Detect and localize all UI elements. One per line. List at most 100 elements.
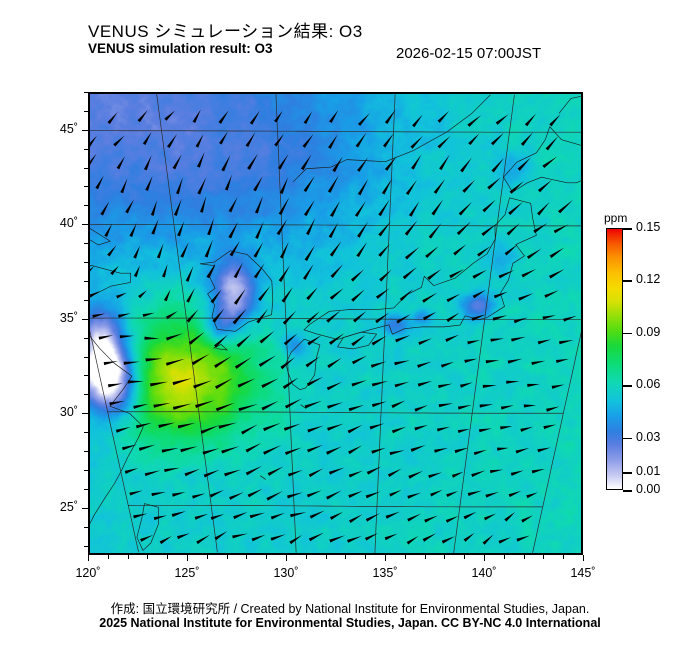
wind-vector-arrow — [283, 333, 298, 346]
lat-label: 25˚ — [59, 499, 78, 514]
wind-vector-arrow — [118, 313, 131, 318]
wind-vector-arrow — [224, 469, 242, 477]
wind-vector-arrow — [218, 422, 238, 429]
wind-vector-arrow — [279, 177, 289, 195]
wind-vector-arrow — [303, 111, 313, 125]
wind-vector-arrow — [221, 154, 231, 172]
wind-vector-arrow — [253, 176, 263, 192]
lat-tick-minor — [84, 356, 88, 358]
wind-vector-arrow — [326, 310, 341, 323]
coastline — [292, 94, 491, 183]
wind-vector-arrow — [263, 445, 282, 455]
wind-vector-arrow — [365, 513, 381, 522]
lon-tick-major — [484, 555, 485, 561]
wind-vector-arrow — [133, 265, 140, 278]
wind-vector-arrow — [110, 265, 119, 276]
wind-vector-arrow — [471, 314, 486, 321]
wind-vector-arrow — [119, 335, 135, 339]
lon-tick-minor — [226, 555, 228, 559]
wind-vector-arrow — [357, 157, 369, 172]
wind-vector-arrow — [414, 425, 428, 431]
wind-vector-arrow — [526, 248, 542, 260]
colorbar-tick-label: 0.09 — [636, 324, 661, 339]
wind-vector-arrow — [151, 491, 166, 497]
lat-tick-minor — [84, 205, 88, 207]
lon-tick-minor — [365, 555, 367, 559]
wind-vector-arrow — [304, 244, 316, 262]
wind-vector-arrow — [454, 447, 469, 454]
colorbar-tick — [623, 472, 632, 474]
coastline — [136, 503, 159, 551]
coastline — [90, 228, 144, 525]
wind-vector-arrow — [329, 511, 344, 520]
lon-label: 145˚ — [570, 566, 596, 580]
wind-vector-arrow — [453, 244, 467, 256]
wind-vector-arrow — [256, 308, 268, 324]
wind-vector-arrow — [417, 380, 433, 387]
wind-vector-arrow — [487, 177, 501, 190]
wind-vector-arrow — [229, 492, 244, 500]
wind-vector-arrow — [180, 446, 198, 453]
wind-vector-arrow — [221, 446, 240, 454]
graticule-meridian — [156, 94, 218, 553]
wind-vector-arrow — [229, 240, 240, 257]
wind-vector-arrow — [389, 450, 405, 456]
wind-vector-arrow — [233, 512, 248, 520]
wind-vector-arrow — [411, 154, 422, 170]
wind-vector-arrow — [261, 400, 279, 411]
graticule-parallel — [128, 505, 543, 508]
wind-vector-arrow — [351, 380, 367, 387]
wind-vector-arrow — [307, 335, 322, 346]
wind-vector-arrow — [490, 132, 504, 146]
wind-vector-arrow — [145, 175, 153, 191]
wind-vector-arrow — [326, 490, 342, 500]
wind-vector-arrow — [303, 199, 315, 217]
wind-vector-arrow — [371, 335, 387, 346]
wind-vector-arrow — [213, 334, 228, 348]
wind-vector-arrow — [456, 221, 471, 236]
wind-vector-arrow — [347, 424, 363, 434]
lat-tick-minor — [84, 262, 88, 264]
wind-vector-arrow — [145, 358, 163, 362]
wind-vector-arrow — [460, 157, 472, 173]
lon-tick-major — [88, 555, 89, 561]
wind-vector-arrow — [98, 335, 114, 340]
lon-label: 130˚ — [273, 566, 299, 580]
wind-vector-arrow — [370, 361, 387, 368]
lat-label: 35˚ — [59, 310, 78, 325]
lat-tick-major — [82, 507, 88, 509]
wind-vector-arrow — [369, 423, 385, 430]
wind-vector-arrow — [348, 514, 363, 524]
wind-vector-arrow — [464, 358, 478, 363]
wind-vector-arrow — [328, 134, 338, 149]
graticule-parallel — [90, 224, 581, 227]
wind-vector-arrow — [193, 380, 213, 389]
wind-vector-arrow — [306, 287, 318, 301]
colorbar-tick-label: 0.01 — [636, 464, 661, 479]
lon-tick-minor — [206, 555, 208, 559]
lon-tick-minor — [147, 555, 149, 559]
wind-vector-arrow — [109, 400, 125, 406]
lat-tick-minor — [84, 375, 88, 377]
wind-vector-arrow — [357, 178, 369, 196]
wind-vector-arrow — [378, 243, 390, 257]
wind-vector-arrow — [548, 269, 565, 279]
wind-vector-arrow — [329, 288, 344, 300]
wind-vector-arrow — [557, 199, 573, 214]
wind-vector-arrow — [267, 466, 284, 476]
wind-vector-arrow — [375, 312, 389, 324]
wind-vector-arrow — [513, 317, 528, 324]
wind-vector-arrow — [249, 512, 266, 519]
wind-vector-arrow — [194, 513, 208, 520]
wind-vector-arrow — [304, 400, 323, 409]
wind-vector-arrow — [206, 263, 216, 279]
wind-vector-arrow — [274, 110, 283, 123]
colorbar-tick — [623, 280, 632, 282]
wind-vector-arrow — [384, 533, 398, 541]
wind-vector-arrow — [247, 488, 263, 498]
wind-vector-arrow — [463, 532, 475, 542]
wind-vector-arrow — [378, 221, 391, 237]
wind-vector-arrow — [504, 511, 516, 522]
wind-vector-arrow — [107, 383, 123, 388]
wind-vector-arrow — [253, 263, 265, 279]
